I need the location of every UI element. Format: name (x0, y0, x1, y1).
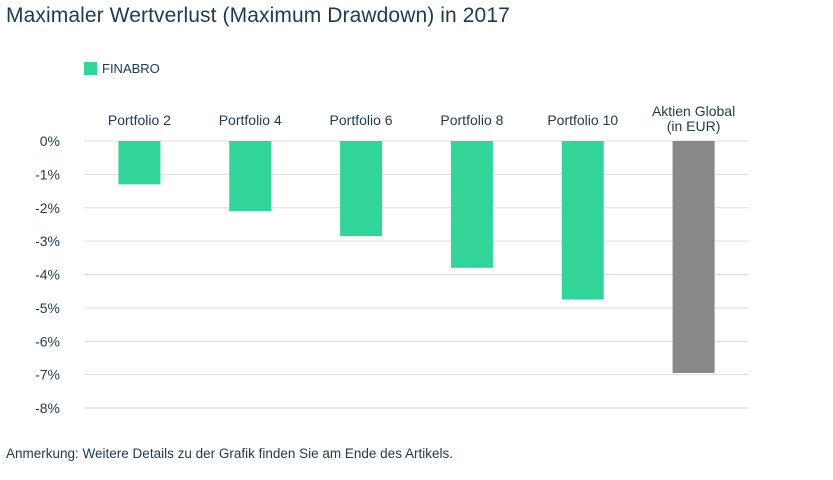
y-tick-label: -7% (35, 367, 60, 383)
category-label: Portfolio 2 (108, 112, 171, 128)
y-tick-label: 0% (40, 133, 60, 149)
bar (561, 141, 604, 300)
bar (229, 141, 272, 212)
bar (672, 141, 715, 373)
category-label: Aktien Global (652, 103, 735, 119)
category-label: Portfolio 8 (440, 112, 503, 128)
y-tick-label: -1% (35, 166, 60, 182)
y-tick-label: -8% (35, 400, 60, 416)
footnote: Anmerkung: Weitere Details zu der Grafik… (6, 446, 453, 461)
y-tick-label: -2% (35, 200, 60, 216)
category-label: Portfolio 10 (547, 112, 618, 128)
y-tick-label: -4% (35, 267, 60, 283)
bar (340, 141, 383, 237)
bar (450, 141, 493, 268)
bar (118, 141, 161, 185)
category-label: Portfolio 4 (219, 112, 282, 128)
y-tick-label: -5% (35, 300, 60, 316)
y-tick-label: -3% (35, 233, 60, 249)
y-tick-label: -6% (35, 333, 60, 349)
legend-label-finabro: FINABRO (102, 61, 160, 76)
legend: FINABRO (84, 61, 160, 76)
category-label: (in EUR) (667, 118, 721, 134)
category-label: Portfolio 6 (330, 112, 393, 128)
chart-title: Maximaler Wertverlust (Maximum Drawdown)… (6, 4, 510, 27)
legend-swatch-finabro (84, 62, 97, 75)
